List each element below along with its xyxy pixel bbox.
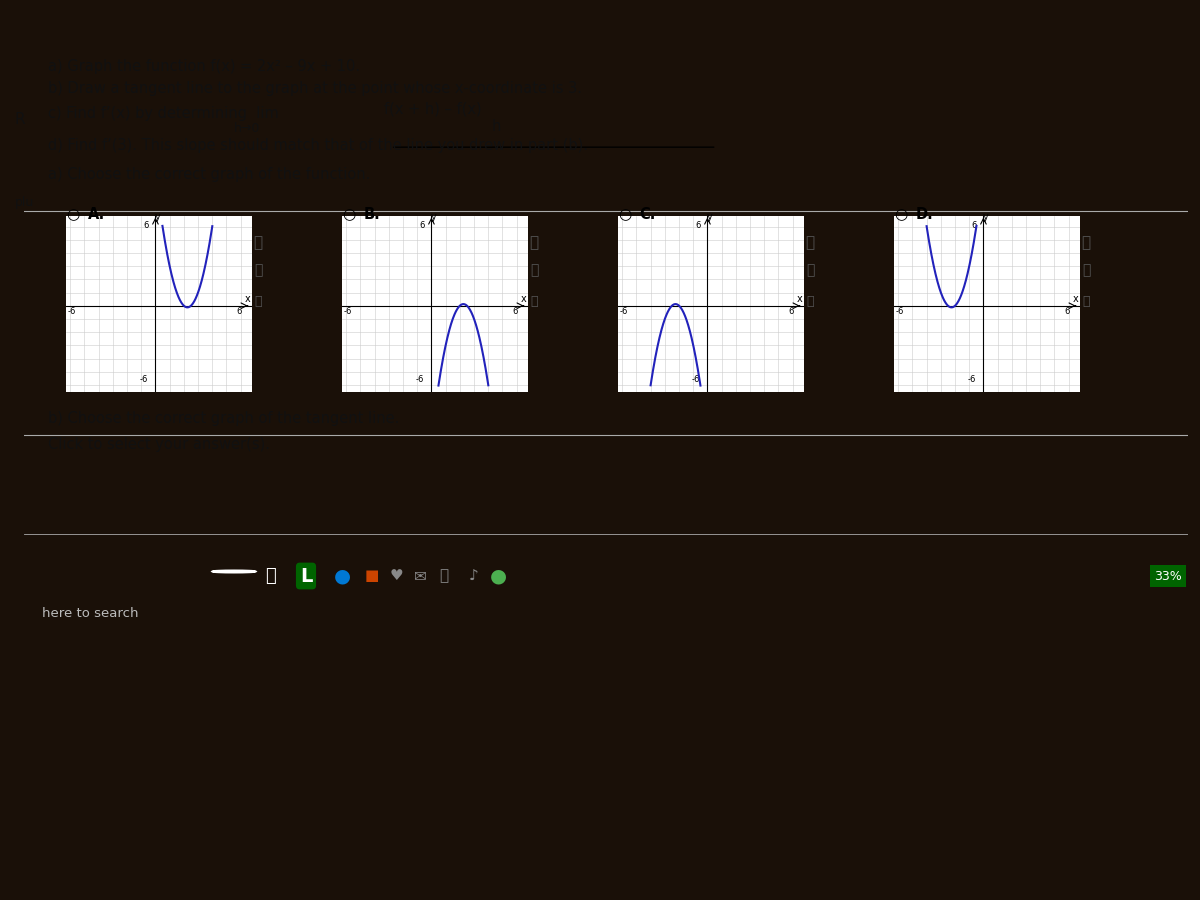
Text: 6: 6 <box>788 307 794 316</box>
Text: ⌕: ⌕ <box>253 236 263 250</box>
Text: ⌕: ⌕ <box>529 236 539 250</box>
Text: d) Find f’(3). This slope should match that of the line you drew in part (b).: d) Find f’(3). This slope should match t… <box>48 138 588 153</box>
Text: h→0: h→0 <box>234 122 260 134</box>
Text: -6: -6 <box>692 375 701 384</box>
Text: ■: ■ <box>365 569 379 583</box>
Text: ⌕: ⌕ <box>1081 236 1091 250</box>
Text: b) Choose the correct graph of the tangent line.: b) Choose the correct graph of the tange… <box>48 411 400 427</box>
Text: a) Graph the function f(x) = 2x² – 9x + 10.: a) Graph the function f(x) = 2x² – 9x + … <box>48 58 360 74</box>
Text: 6: 6 <box>143 220 149 230</box>
Text: x: x <box>245 293 251 304</box>
Text: b) Draw a tangent line to the graph at the point whose x-coordinate is 3.: b) Draw a tangent line to the graph at t… <box>48 81 582 96</box>
Text: ⧉: ⧉ <box>806 295 814 308</box>
Text: ✉: ✉ <box>414 569 426 583</box>
Text: ○: ○ <box>618 207 631 221</box>
Text: 6: 6 <box>1064 307 1070 316</box>
Text: -6: -6 <box>968 375 977 384</box>
Text: -6: -6 <box>416 375 425 384</box>
Text: R: R <box>14 112 25 128</box>
Text: ○: ○ <box>66 207 79 221</box>
Text: 6: 6 <box>695 220 701 230</box>
Text: y: y <box>983 212 989 222</box>
Text: -6: -6 <box>140 375 149 384</box>
Text: L: L <box>300 566 312 586</box>
Text: y: y <box>707 212 713 222</box>
Text: ⧉: ⧉ <box>530 295 538 308</box>
Text: x: x <box>797 293 803 304</box>
Text: A.: A. <box>88 207 104 221</box>
Text: here to search: here to search <box>42 608 138 620</box>
Text: -6: -6 <box>619 307 628 316</box>
Text: ⌕: ⌕ <box>530 263 538 277</box>
Text: y: y <box>431 212 437 222</box>
Text: ⧉: ⧉ <box>1082 295 1090 308</box>
Text: ⧉: ⧉ <box>439 569 449 583</box>
Text: ●: ● <box>490 566 506 586</box>
Text: 6: 6 <box>419 220 425 230</box>
Text: ⌕: ⌕ <box>805 236 815 250</box>
Text: 33%: 33% <box>1154 570 1182 582</box>
Text: x: x <box>1073 293 1079 304</box>
Text: y: y <box>155 212 161 222</box>
Text: ♪: ♪ <box>469 569 479 583</box>
Text: ○: ○ <box>342 207 355 221</box>
Text: x: x <box>521 293 527 304</box>
Text: f(x + h) – f(x): f(x + h) – f(x) <box>384 102 481 117</box>
Text: a) Choose the correct graph of the function.: a) Choose the correct graph of the funct… <box>48 166 371 182</box>
Text: c) Find f’(x) by determining  lim: c) Find f’(x) by determining lim <box>48 106 278 122</box>
Text: ⌕: ⌕ <box>806 263 814 277</box>
Text: ●: ● <box>334 566 350 586</box>
Text: B.: B. <box>364 207 380 221</box>
Text: -6: -6 <box>67 307 76 316</box>
Text: h: h <box>492 119 502 134</box>
Text: ⧉: ⧉ <box>254 295 262 308</box>
Text: 6: 6 <box>971 220 977 230</box>
Text: ♥: ♥ <box>389 569 403 583</box>
Text: ○: ○ <box>894 207 907 221</box>
Text: plu: plu <box>14 196 34 209</box>
Text: C.: C. <box>640 207 656 221</box>
Text: 6: 6 <box>236 307 242 316</box>
Text: ⌕: ⌕ <box>1082 263 1090 277</box>
Text: -6: -6 <box>343 307 352 316</box>
Text: -6: -6 <box>895 307 904 316</box>
Text: 6: 6 <box>512 307 518 316</box>
Text: Click to select your answer(s).: Click to select your answer(s). <box>48 436 270 452</box>
Text: D.: D. <box>916 207 934 221</box>
Text: ⧉: ⧉ <box>265 567 275 585</box>
Text: ⌕: ⌕ <box>254 263 262 277</box>
